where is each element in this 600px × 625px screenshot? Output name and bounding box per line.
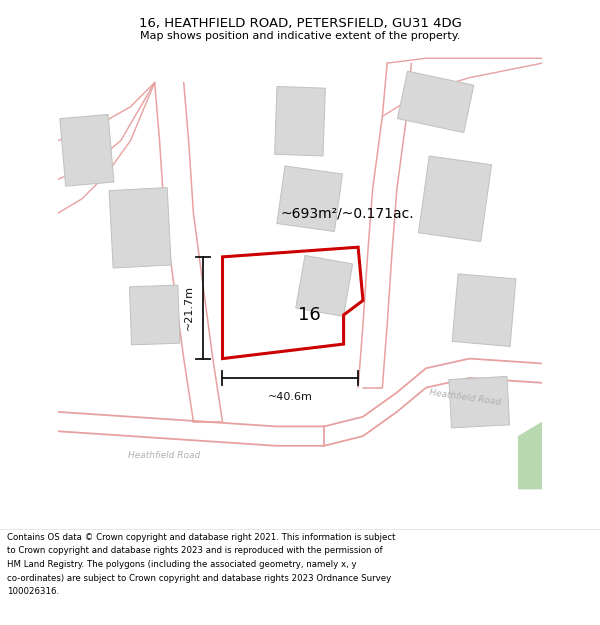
Text: HM Land Registry. The polygons (including the associated geometry, namely x, y: HM Land Registry. The polygons (includin…	[7, 560, 357, 569]
Bar	[397, 71, 474, 132]
Text: Contains OS data © Crown copyright and database right 2021. This information is : Contains OS data © Crown copyright and d…	[7, 532, 396, 541]
Bar	[296, 256, 353, 316]
Bar	[418, 156, 491, 241]
Text: 100026316.: 100026316.	[7, 588, 59, 596]
Text: 16, HEATHFIELD ROAD, PETERSFIELD, GU31 4DG: 16, HEATHFIELD ROAD, PETERSFIELD, GU31 4…	[139, 17, 461, 29]
Text: ~21.7m: ~21.7m	[184, 285, 194, 330]
Bar	[452, 274, 516, 346]
Text: 16: 16	[298, 306, 321, 324]
Bar	[277, 166, 343, 232]
Bar	[449, 376, 509, 428]
Text: to Crown copyright and database rights 2023 and is reproduced with the permissio: to Crown copyright and database rights 2…	[7, 546, 383, 555]
Text: Heathfield Road: Heathfield Road	[128, 451, 200, 460]
Bar	[60, 114, 114, 186]
Text: ~693m²/~0.171ac.: ~693m²/~0.171ac.	[281, 206, 414, 220]
Polygon shape	[518, 421, 542, 489]
Bar	[109, 188, 171, 268]
Text: co-ordinates) are subject to Crown copyright and database rights 2023 Ordnance S: co-ordinates) are subject to Crown copyr…	[7, 574, 391, 582]
Bar	[130, 285, 180, 345]
Text: ~40.6m: ~40.6m	[268, 392, 313, 402]
Text: Map shows position and indicative extent of the property.: Map shows position and indicative extent…	[140, 31, 460, 41]
Text: Heathfield Road: Heathfield Road	[428, 388, 501, 407]
Bar	[275, 86, 325, 156]
